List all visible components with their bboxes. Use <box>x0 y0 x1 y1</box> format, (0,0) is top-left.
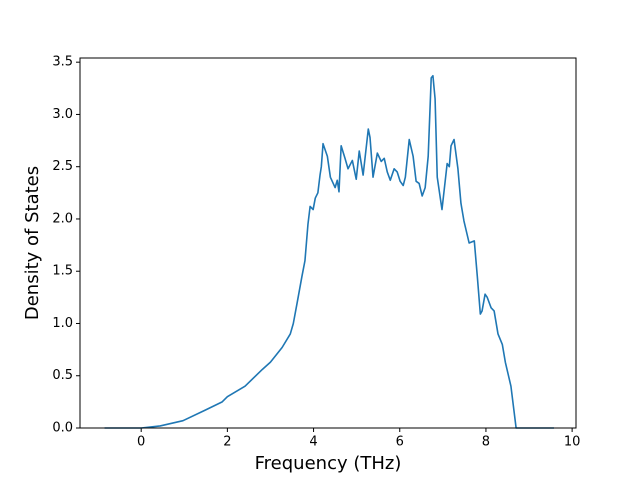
data-line <box>104 74 555 429</box>
y-tick-label: 0.5 <box>52 368 73 383</box>
x-tick-label: 2 <box>223 435 231 450</box>
x-tick-label: 6 <box>396 435 404 450</box>
y-tick-label: 2.5 <box>52 159 73 174</box>
y-tick-label: 1.5 <box>52 264 73 279</box>
y-tick-label: 3.5 <box>52 55 73 70</box>
x-tick-label: 0 <box>137 435 145 450</box>
x-axis-label: Frequency (THz) <box>255 453 402 474</box>
y-tick-label: 0.0 <box>52 421 73 436</box>
x-tick-label: 4 <box>309 435 317 450</box>
x-tick-label: 8 <box>482 435 490 450</box>
y-tick-label: 1.0 <box>52 316 73 331</box>
y-axis-label: Density of States <box>22 166 43 320</box>
y-tick-label: 2.0 <box>52 211 73 226</box>
plot-frame <box>79 57 577 429</box>
y-tick-label: 3.0 <box>52 107 73 122</box>
x-tick-label: 10 <box>564 435 581 450</box>
